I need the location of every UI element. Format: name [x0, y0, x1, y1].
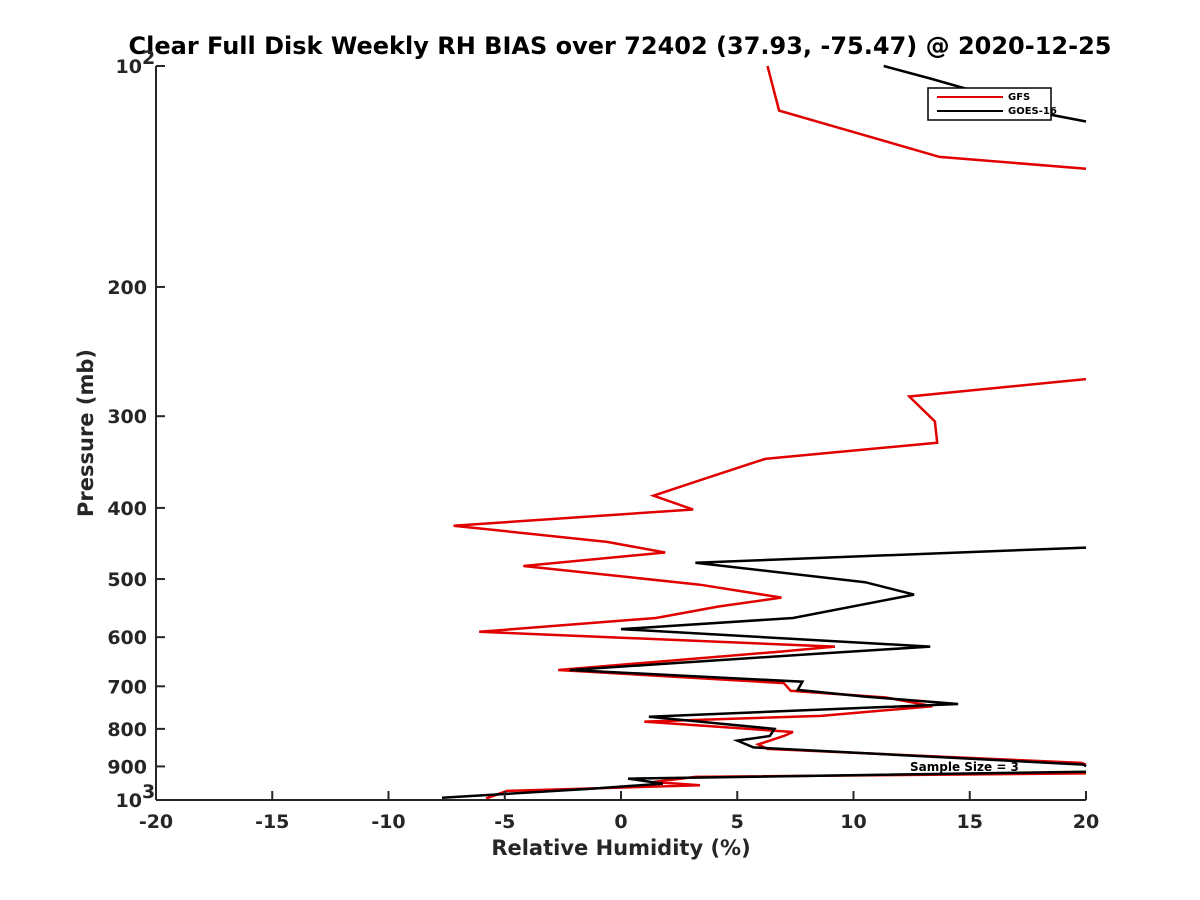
x-ticks: -20 -15 -10 -5 0 5 10 15 20: [139, 791, 1099, 833]
y-tick-label: 300: [107, 406, 147, 428]
x-tick-label: 0: [614, 811, 627, 833]
x-tick-label: 15: [957, 811, 983, 833]
x-tick-label: -10: [371, 811, 405, 833]
y-tick-exponent: 2: [142, 47, 155, 69]
y-tick-exponent: 3: [142, 781, 155, 803]
legend-gfs-label: GFS: [1008, 92, 1030, 103]
plot-area: -20 -15 -10 -5 0 5 10 15 20 10 220030040050060070…: [107, 47, 1099, 833]
legend-goes16-label: GOES-16: [1008, 106, 1057, 117]
y-tick-label: 500: [107, 569, 147, 591]
axes-background: [156, 66, 1086, 800]
sample-size-annotation: Sample Size = 3: [910, 760, 1019, 774]
y-tick-label: 200: [107, 277, 147, 299]
x-tick-label: -20: [139, 811, 173, 833]
x-tick-label: -5: [494, 811, 515, 833]
y-tick-label: 700: [107, 676, 147, 698]
x-tick-label: -15: [255, 811, 289, 833]
chart-title: Clear Full Disk Weekly RH BIAS over 7240…: [129, 32, 1112, 60]
y-tick-label: 800: [107, 719, 147, 741]
y-tick-label: 600: [107, 627, 147, 649]
y-tick-label: 900: [107, 756, 147, 778]
y-tick-label: 400: [107, 498, 147, 520]
y-tick-label: 10: [116, 56, 142, 78]
y-axis-label: Pressure (mb): [74, 349, 98, 517]
x-axis-label: Relative Humidity (%): [491, 836, 750, 860]
y-tick-label: 10: [116, 790, 142, 812]
legend-box: [927, 87, 1052, 121]
x-tick-label: 10: [840, 811, 866, 833]
legend: GFS GOES-16: [927, 87, 1057, 121]
x-tick-label: 5: [731, 811, 744, 833]
x-tick-label: 20: [1073, 811, 1099, 833]
